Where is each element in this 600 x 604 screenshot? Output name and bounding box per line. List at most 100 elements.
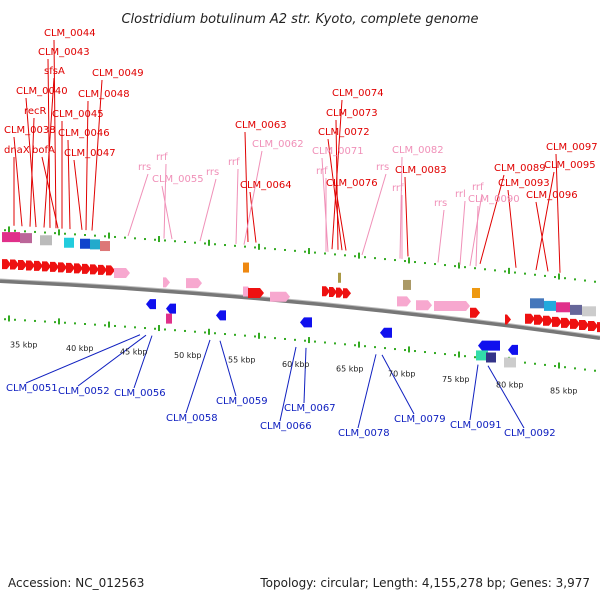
bottom-label-leader	[25, 334, 141, 384]
lower-tick-dot	[364, 345, 366, 348]
upper-tick-dot	[554, 276, 556, 279]
upper-tick-dot	[224, 244, 226, 247]
gene-label-bottom: CLM_0052	[58, 386, 110, 397]
upper-tick-dot	[424, 262, 426, 265]
lower-tick-dot	[594, 369, 596, 372]
upper-tick-dot	[164, 239, 166, 242]
bottom-label-leader	[185, 339, 211, 414]
gene-label-top: CLM_0073	[326, 108, 378, 119]
bottom-label-leader	[487, 365, 525, 429]
lower-tick-dot	[164, 328, 166, 331]
lower-tick-dot	[114, 324, 116, 327]
color-block	[338, 272, 341, 283]
upper-tick-dot	[444, 264, 446, 267]
kbp-tick-label: 45 kbp	[120, 347, 148, 356]
color-block	[90, 239, 100, 250]
bottom-label-leader	[77, 334, 147, 387]
upper-tick-dot	[474, 267, 476, 270]
lower-tick-dot	[264, 336, 266, 339]
forward-gene-arrow	[525, 313, 535, 324]
color-block	[504, 357, 516, 368]
rna-label: rrf	[472, 182, 484, 193]
gene-label-top-leader	[91, 79, 103, 231]
upper-tick-dot	[144, 238, 146, 241]
upper-tick-dot	[294, 249, 296, 252]
forward-gene-arrow	[10, 259, 19, 270]
gene-label-top: CLM_0049	[92, 68, 144, 79]
genome-summary-text: Topology: circular; Length: 4,155,278 bp…	[259, 576, 590, 590]
upper-tick-dot	[204, 242, 206, 245]
rna-feature	[270, 291, 290, 302]
gene-label-bottom: CLM_0051	[6, 383, 58, 394]
genome-backbone-highlight	[0, 278, 600, 337]
lower-major-tick	[208, 328, 210, 335]
forward-gene-arrow	[579, 319, 589, 330]
rna-label: rrs	[376, 162, 389, 173]
upper-tick-dot	[324, 252, 326, 255]
upper-tick-dot	[454, 265, 456, 268]
forward-gene-arrow	[570, 318, 580, 329]
upper-tick-dot	[434, 263, 436, 266]
upper-major-tick	[308, 248, 310, 255]
gene-features	[2, 232, 600, 368]
upper-tick-dot	[524, 272, 526, 275]
gene-label-bottom: CLM_0056	[114, 388, 166, 399]
lower-tick-dot	[304, 339, 306, 342]
rna-label-leader	[199, 178, 217, 242]
upper-tick-dot	[124, 236, 126, 239]
gene-label-top: CLM_0072	[318, 127, 370, 138]
lower-tick-dot	[524, 361, 526, 364]
gene-label-top: CLM_0044	[44, 28, 96, 39]
lower-tick-dot	[64, 321, 66, 324]
kbp-tick-label: 80 kbp	[496, 381, 524, 390]
upper-tick-dot	[404, 260, 406, 263]
rna-label-leader	[469, 193, 483, 266]
upper-tick-dot	[234, 244, 236, 247]
gene-label-top: CLM_0046	[58, 128, 110, 139]
upper-major-tick	[558, 273, 560, 280]
color-block	[80, 238, 90, 249]
lower-tick-dot	[24, 319, 26, 322]
lower-tick-dot	[154, 327, 156, 330]
forward-gene-arrow	[336, 287, 344, 298]
kbp-tick-label: 40 kbp	[66, 344, 94, 353]
forward-gene-arrow	[18, 260, 27, 271]
lower-tick-dot	[554, 365, 556, 368]
lower-tick-dot	[474, 356, 476, 359]
lower-tick-dot	[144, 327, 146, 330]
forward-gene-arrow	[343, 288, 351, 299]
gene-label-top: CLM_0089	[494, 163, 546, 174]
upper-tick-dot	[134, 237, 136, 240]
genome-backbone	[0, 279, 600, 340]
lower-major-tick	[108, 321, 110, 328]
lower-tick-dot	[254, 335, 256, 338]
forward-gene-arrow	[329, 286, 337, 297]
gene-label-bottom: CLM_0078	[338, 428, 390, 439]
lower-major-tick	[558, 362, 560, 369]
lower-tick-dot	[84, 323, 86, 326]
gene-label-bottom: CLM_0059	[216, 396, 268, 407]
reverse-gene-arrow	[166, 303, 176, 314]
gene-label-top: recR	[24, 106, 47, 117]
reverse-gene-arrow	[380, 327, 392, 338]
upper-tick-dot	[484, 268, 486, 271]
kbp-tick-label: 60 kbp	[282, 360, 310, 369]
gene-label-top: CLM_0063	[235, 120, 287, 131]
rna-label: rrs	[138, 162, 151, 173]
upper-tick-dot	[284, 248, 286, 251]
gene-label-top: CLM_0097	[546, 142, 598, 153]
upper-major-tick	[108, 232, 110, 239]
rna-label-leader	[475, 205, 479, 267]
forward-gene-arrow	[552, 316, 562, 327]
lower-tick-dot	[94, 323, 96, 326]
upper-tick-dot	[354, 255, 356, 258]
color-block	[2, 232, 20, 243]
upper-tick-dot	[274, 248, 276, 251]
upper-tick-dot	[104, 235, 106, 238]
upper-tick-dot	[344, 254, 346, 257]
rna-label: CLM_0082	[392, 145, 444, 156]
forward-gene-arrow	[534, 314, 544, 325]
upper-tick-dot	[534, 273, 536, 276]
forward-gene-arrow	[50, 261, 59, 272]
lower-major-tick	[408, 346, 410, 353]
